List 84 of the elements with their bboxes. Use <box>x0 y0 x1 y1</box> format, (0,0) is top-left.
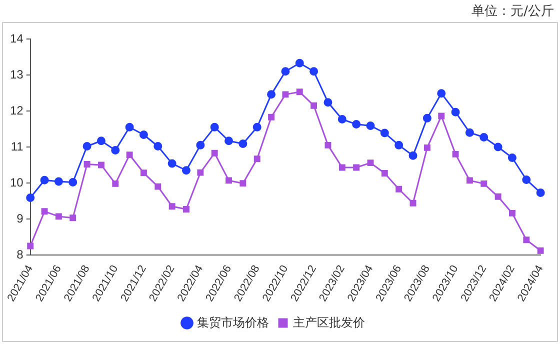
point <box>196 140 205 150</box>
point <box>226 177 232 184</box>
legend-label: 主产区批发价 <box>293 315 365 330</box>
point <box>282 91 289 98</box>
point <box>394 140 404 150</box>
point <box>82 142 92 151</box>
point <box>366 121 375 130</box>
y-tick-label: 12 <box>10 103 24 118</box>
point <box>338 115 346 124</box>
point <box>324 142 332 148</box>
point <box>480 180 488 187</box>
point <box>310 67 318 76</box>
point <box>451 108 460 116</box>
point <box>480 133 488 142</box>
point <box>112 180 119 187</box>
point <box>438 112 445 120</box>
point <box>139 130 148 139</box>
point <box>295 58 304 68</box>
point <box>424 144 430 151</box>
point <box>422 114 432 122</box>
point <box>437 89 446 98</box>
y-tick-label: 8 <box>16 247 24 262</box>
point <box>268 114 275 120</box>
point <box>168 159 176 168</box>
point <box>54 177 63 186</box>
point <box>494 142 502 152</box>
point <box>126 152 133 158</box>
y-tick-label: 14 <box>10 31 24 46</box>
y-tick-label: 11 <box>10 139 24 154</box>
point <box>353 164 360 171</box>
y-tick-label: 9 <box>16 211 24 226</box>
point <box>154 142 162 151</box>
point <box>267 90 276 99</box>
point <box>254 156 260 162</box>
point <box>211 150 218 156</box>
point <box>509 210 516 216</box>
point <box>55 213 62 220</box>
point <box>111 146 120 154</box>
text: 单位：元/公斤 <box>472 3 554 20</box>
point <box>522 175 531 184</box>
point <box>324 98 332 107</box>
point <box>26 193 35 202</box>
legend-label: 集贸市场价格 <box>197 315 269 330</box>
point <box>125 122 134 132</box>
point <box>396 186 402 192</box>
point <box>465 128 474 137</box>
point <box>281 67 290 76</box>
point <box>523 236 530 244</box>
point <box>494 193 502 200</box>
point <box>210 122 219 132</box>
point <box>380 128 389 138</box>
point <box>224 136 234 146</box>
point <box>197 169 204 176</box>
point <box>154 183 162 190</box>
point <box>296 88 303 96</box>
point <box>140 170 147 176</box>
point <box>98 162 104 168</box>
point <box>41 208 48 215</box>
point <box>367 160 374 166</box>
point <box>536 188 545 197</box>
point <box>40 176 49 184</box>
point <box>508 154 516 162</box>
y-tick-label: 13 <box>10 67 24 82</box>
point <box>466 177 473 184</box>
point <box>68 178 78 187</box>
point <box>70 214 76 222</box>
point <box>183 206 190 212</box>
point <box>84 161 90 168</box>
point <box>537 247 544 254</box>
point <box>352 120 361 129</box>
point <box>182 166 190 175</box>
point <box>381 170 388 176</box>
y-tick-label: 10 <box>10 175 24 190</box>
point <box>410 200 416 206</box>
point <box>168 203 176 210</box>
point <box>408 151 418 160</box>
point <box>96 136 106 146</box>
point <box>27 242 34 250</box>
point <box>452 150 459 158</box>
point <box>310 102 318 109</box>
point <box>238 139 248 148</box>
point <box>252 122 262 132</box>
point <box>240 180 246 187</box>
point <box>338 164 346 171</box>
